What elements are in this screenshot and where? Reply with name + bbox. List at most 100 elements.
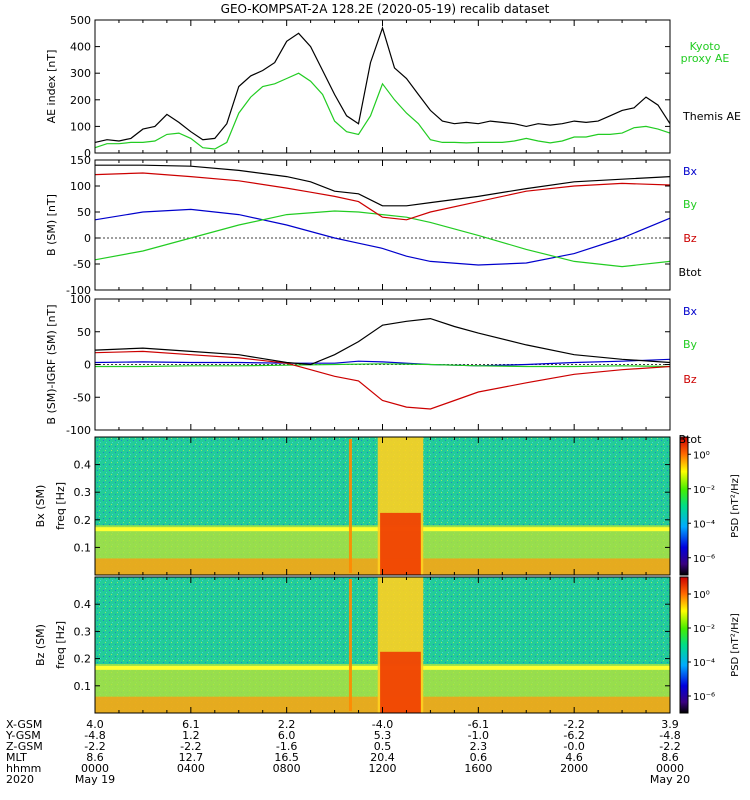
legend-label: Bz — [683, 232, 697, 245]
y-axis-label: B (SM) [nT] — [45, 194, 58, 256]
y-tick-label: 50 — [77, 326, 91, 339]
legend-label: Bz — [683, 373, 697, 386]
y-tick-label: 50 — [77, 206, 91, 219]
time-axis-value: 1.2 — [182, 729, 200, 742]
y-tick-label: 0.2 — [74, 653, 92, 666]
y-tick-label: 0.1 — [74, 680, 92, 693]
time-axis-value: 8.6 — [661, 751, 679, 764]
frame-layer — [94, 19, 691, 714]
legend-label: By — [683, 198, 698, 211]
time-axis-value: 3.9 — [661, 718, 679, 731]
time-axis-value: May 19 — [75, 773, 115, 786]
time-axis-value: -6.1 — [468, 718, 489, 731]
time-axis-value: 6.1 — [182, 718, 200, 731]
colorbar-tick-label: 10⁻⁶ — [693, 692, 715, 703]
y-tick-label: 400 — [70, 41, 91, 54]
time-axis-value: -4.0 — [372, 718, 393, 731]
series-line-by — [95, 363, 671, 368]
y-tick-label: 500 — [70, 14, 91, 27]
time-row-label: Y-GSM — [5, 729, 41, 742]
time-row-label: X-GSM — [6, 718, 42, 731]
series-line-by — [94, 210, 671, 268]
chart-title: GEO-KOMPSAT-2A 128.2E (2020-05-19) recal… — [221, 2, 550, 16]
time-axis-value: -2.2 — [659, 740, 680, 753]
series-line-bz — [94, 172, 671, 221]
time-axis-value: 20.4 — [370, 751, 395, 764]
time-axis-value: 1600 — [464, 762, 492, 775]
time-axis-value: 2000 — [560, 762, 588, 775]
time-axis-value: -1.0 — [468, 729, 489, 742]
y-tick-label: 0.4 — [74, 598, 92, 611]
panel-frame — [94, 159, 671, 291]
y-tick-label: 0.1 — [74, 541, 92, 554]
y-axis-label: B (SM)-IGRF (SM) [nT] — [45, 304, 58, 424]
time-axis-value: -1.6 — [276, 740, 297, 753]
line-layer — [94, 26, 671, 410]
legend-label: Themis AE — [682, 110, 741, 123]
spectrogram-burst-core — [380, 512, 421, 575]
time-axis-value: 0400 — [177, 762, 205, 775]
legend-label: Kyoto — [690, 40, 721, 53]
time-axis-value: 2.3 — [470, 740, 488, 753]
time-axis-value: 12.7 — [179, 751, 204, 764]
y-tick-label: 0.2 — [74, 514, 92, 527]
colorbar — [679, 576, 689, 714]
series-line-btot — [95, 164, 671, 207]
legend-label: Bx — [683, 305, 698, 318]
colorbar-tick-label: 10⁻² — [693, 624, 715, 635]
panel-frame — [94, 19, 671, 154]
legend-label: Bx — [683, 165, 698, 178]
spectrogram-spike — [348, 439, 352, 573]
y-tick-label: 200 — [70, 94, 91, 107]
legend-label: Btot — [679, 433, 703, 446]
time-axis-value: 0.6 — [470, 751, 488, 764]
y-tick-label: 0 — [84, 147, 91, 160]
spectrogram-spike — [348, 579, 352, 711]
time-axis-value: 0000 — [656, 762, 684, 775]
time-axis-value: 16.5 — [274, 751, 299, 764]
colorbar-tick-label: 10⁻² — [693, 485, 715, 496]
time-axis-value: -2.2 — [563, 718, 584, 731]
time-axis-value: May 20 — [650, 773, 690, 786]
time-axis-value: 1200 — [369, 762, 397, 775]
spectrogram-burst-core — [380, 651, 421, 713]
y-tick-label: 0.4 — [74, 459, 92, 472]
colorbar — [679, 436, 689, 576]
y-tick-label: -100 — [66, 284, 91, 297]
y-tick-label: 150 — [70, 154, 91, 167]
y-tick-label: -50 — [73, 258, 91, 271]
y-tick-label: 0.3 — [74, 486, 92, 499]
colorbar-label: PSD [nT²/Hz] — [730, 613, 741, 677]
colorbar-tick-label: 10⁰ — [693, 590, 710, 601]
time-axis-value: 4.0 — [86, 718, 104, 731]
colorbar-tick-label: 10⁻⁶ — [693, 554, 715, 565]
time-row-label: hhmm — [6, 762, 41, 775]
time-axis-value: 0800 — [273, 762, 301, 775]
y-tick-label: 100 — [70, 180, 91, 193]
time-axis-value: -6.2 — [563, 729, 584, 742]
y-tick-label: -100 — [66, 424, 91, 437]
time-row-label: 2020 — [6, 773, 34, 786]
y-axis-label: Bz (SM) — [34, 624, 47, 666]
series-line-btot — [94, 317, 671, 366]
series-line-kyoto-proxy-ae — [94, 72, 671, 150]
time-axis-value: -4.8 — [659, 729, 680, 742]
time-axis-value: -0.0 — [563, 740, 584, 753]
time-axis-value: 0000 — [81, 762, 109, 775]
time-row-label: Z-GSM — [6, 740, 43, 753]
series-line-bx — [94, 358, 671, 367]
time-axis-value: 2.2 — [278, 718, 296, 731]
y-tick-label: 0 — [84, 359, 91, 372]
y-tick-label: 100 — [70, 120, 91, 133]
time-axis-value: 8.6 — [86, 751, 104, 764]
colorbar-label: PSD [nT²/Hz] — [730, 474, 741, 538]
spectrogram-layer — [95, 437, 670, 713]
series-line-themis-ae — [94, 26, 671, 143]
legend-label: By — [683, 338, 698, 351]
y-tick-label: -50 — [73, 391, 91, 404]
series-line-bz — [94, 350, 671, 410]
series-line-bx — [94, 208, 671, 266]
colorbar-tick-label: 10⁻⁴ — [693, 519, 715, 530]
